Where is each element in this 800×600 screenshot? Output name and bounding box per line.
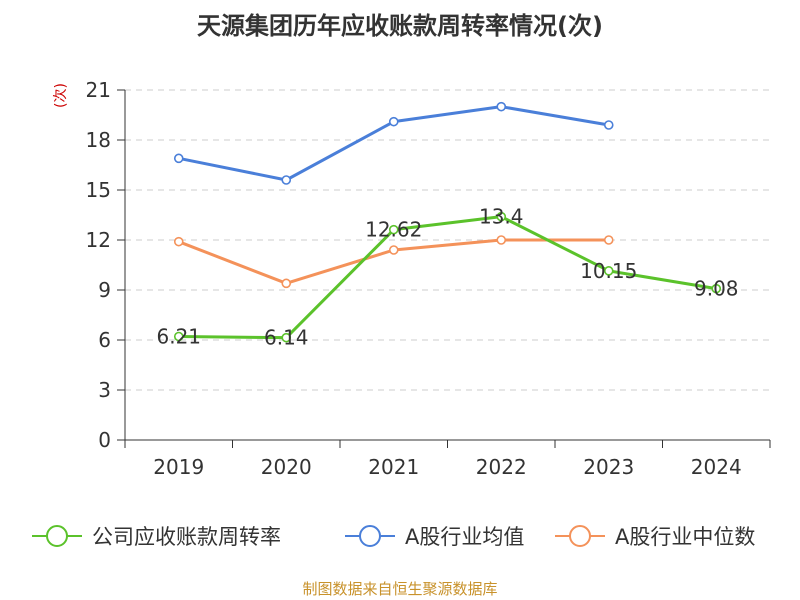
y-tick-label: 6 <box>98 328 111 352</box>
y-tick-label: 12 <box>86 228 111 252</box>
data-point <box>173 331 184 342</box>
data-label: 12.62 <box>365 218 422 242</box>
data-label: 9.08 <box>694 277 739 301</box>
data-point <box>173 153 184 164</box>
data-label: 13.4 <box>479 205 524 229</box>
x-tick-label: 2020 <box>261 455 312 479</box>
data-label: 10.15 <box>580 259 637 283</box>
x-tick-label: 2023 <box>583 455 634 479</box>
data-point <box>711 283 722 294</box>
data-label: 6.14 <box>264 326 309 350</box>
legend-item[interactable]: A股行业均值 <box>345 525 524 549</box>
legend-item[interactable]: A股行业中位数 <box>555 525 755 549</box>
data-label: 6.21 <box>156 325 201 349</box>
data-point <box>496 101 507 112</box>
data-point <box>388 116 399 127</box>
data-point <box>603 120 614 130</box>
x-tick-label: 2019 <box>153 455 204 479</box>
data-source-note: 制图数据来自恒生聚源数据库 <box>302 580 498 598</box>
x-tick-label: 2024 <box>691 455 742 479</box>
series-line <box>178 215 717 340</box>
y-tick-label: 3 <box>98 378 111 402</box>
legend-marker <box>46 525 68 547</box>
data-point <box>281 332 292 343</box>
y-tick-label: 21 <box>86 78 111 102</box>
legend-label: A股行业中位数 <box>615 525 755 549</box>
data-point <box>281 278 292 289</box>
chart-title: 天源集团历年应收账款周转率情况(次) <box>197 12 603 40</box>
legend-marker <box>569 525 591 547</box>
data-point <box>603 235 614 245</box>
legend-item[interactable]: 公司应收账款周转率 <box>32 525 281 549</box>
legend-label: 公司应收账款周转率 <box>92 525 281 549</box>
x-tick-label: 2021 <box>368 455 419 479</box>
y-tick-label: 9 <box>98 278 111 302</box>
y-tick-label: 18 <box>86 128 111 152</box>
data-point <box>388 245 399 255</box>
x-tick-label: 2022 <box>476 455 527 479</box>
y-tick-label: 0 <box>98 428 111 452</box>
data-point <box>603 266 614 276</box>
data-point <box>496 235 507 245</box>
data-point <box>281 175 292 185</box>
data-point <box>173 236 184 247</box>
data-point <box>496 211 507 222</box>
y-tick-label: 15 <box>86 178 111 202</box>
legend-marker <box>359 525 381 547</box>
legend-label: A股行业均值 <box>405 525 524 549</box>
data-point <box>388 224 399 235</box>
